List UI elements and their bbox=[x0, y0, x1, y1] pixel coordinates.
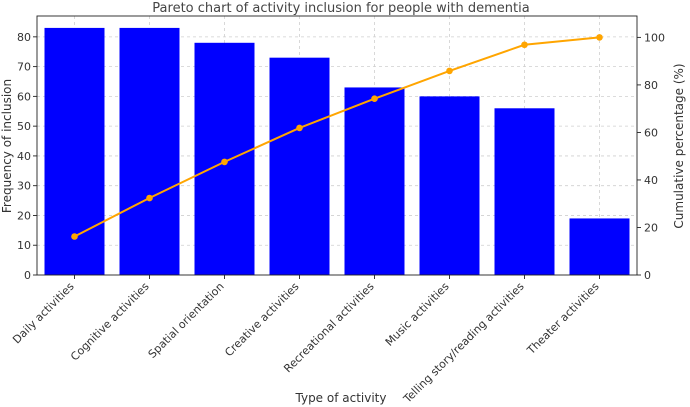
bar-series bbox=[44, 27, 630, 276]
cumulative-point-7 bbox=[521, 41, 528, 49]
y-tick-label: 80 bbox=[17, 31, 31, 44]
cumulative-point-5 bbox=[371, 95, 378, 102]
chart-title: Pareto chart of activity inclusion for p… bbox=[152, 1, 529, 16]
y-tick-label: 60 bbox=[17, 90, 31, 103]
x-tick-label: Cognitive activities bbox=[68, 280, 152, 364]
bar-6 bbox=[419, 96, 480, 276]
x-tick-label: Spatial orientation bbox=[146, 280, 227, 361]
y2-tick-label: 60 bbox=[644, 126, 658, 139]
cumulative-line bbox=[74, 36, 600, 238]
y-tick-label: 50 bbox=[17, 120, 31, 133]
bar-8 bbox=[569, 218, 630, 275]
cumulative-point-8 bbox=[596, 34, 603, 41]
y-tick-label: 10 bbox=[17, 239, 31, 252]
y-axis-title: Frequency of inclusion bbox=[0, 79, 14, 213]
y2-tick-label: 20 bbox=[644, 221, 658, 234]
cumulative-point-6 bbox=[446, 67, 453, 75]
y2-tick-label: 0 bbox=[644, 269, 651, 282]
x-tick-label: Daily activities bbox=[10, 280, 77, 347]
plot-frame bbox=[36, 15, 638, 276]
x-tick-label: Music activities bbox=[383, 280, 452, 349]
cumulative-point-3 bbox=[221, 158, 228, 166]
y2-tick-label: 80 bbox=[644, 79, 658, 92]
axes: 0 10 20 30 40 50 60 70 80 0 20 40 60 80 100 Daily activ… bbox=[10, 15, 665, 406]
y2-axis-title: Cumulative percentage (%) bbox=[672, 63, 686, 228]
bar-2 bbox=[119, 27, 180, 275]
x-axis-title: Type of activity bbox=[295, 391, 387, 405]
y2-tick-label: 100 bbox=[644, 31, 665, 44]
bar-4 bbox=[269, 57, 330, 275]
bar-5 bbox=[344, 87, 405, 275]
y-tick-label: 70 bbox=[17, 61, 31, 74]
cumulative-line-series bbox=[71, 34, 603, 240]
x-tick-label: Telling story/reading activities bbox=[400, 280, 526, 406]
y-tick-label: 30 bbox=[17, 180, 31, 193]
cumulative-point-1 bbox=[71, 233, 78, 240]
cumulative-point-2 bbox=[146, 194, 153, 202]
y2-tick-label: 40 bbox=[644, 174, 658, 187]
y-tick-label: 40 bbox=[17, 150, 31, 163]
y-tick-label: 0 bbox=[24, 269, 31, 282]
bar-7 bbox=[494, 108, 555, 275]
x-tick-label: Creative activities bbox=[222, 280, 302, 360]
x-tick-label: Theater activities bbox=[524, 280, 602, 358]
y-tick-label: 20 bbox=[17, 209, 31, 222]
cumulative-point-4 bbox=[296, 124, 303, 132]
